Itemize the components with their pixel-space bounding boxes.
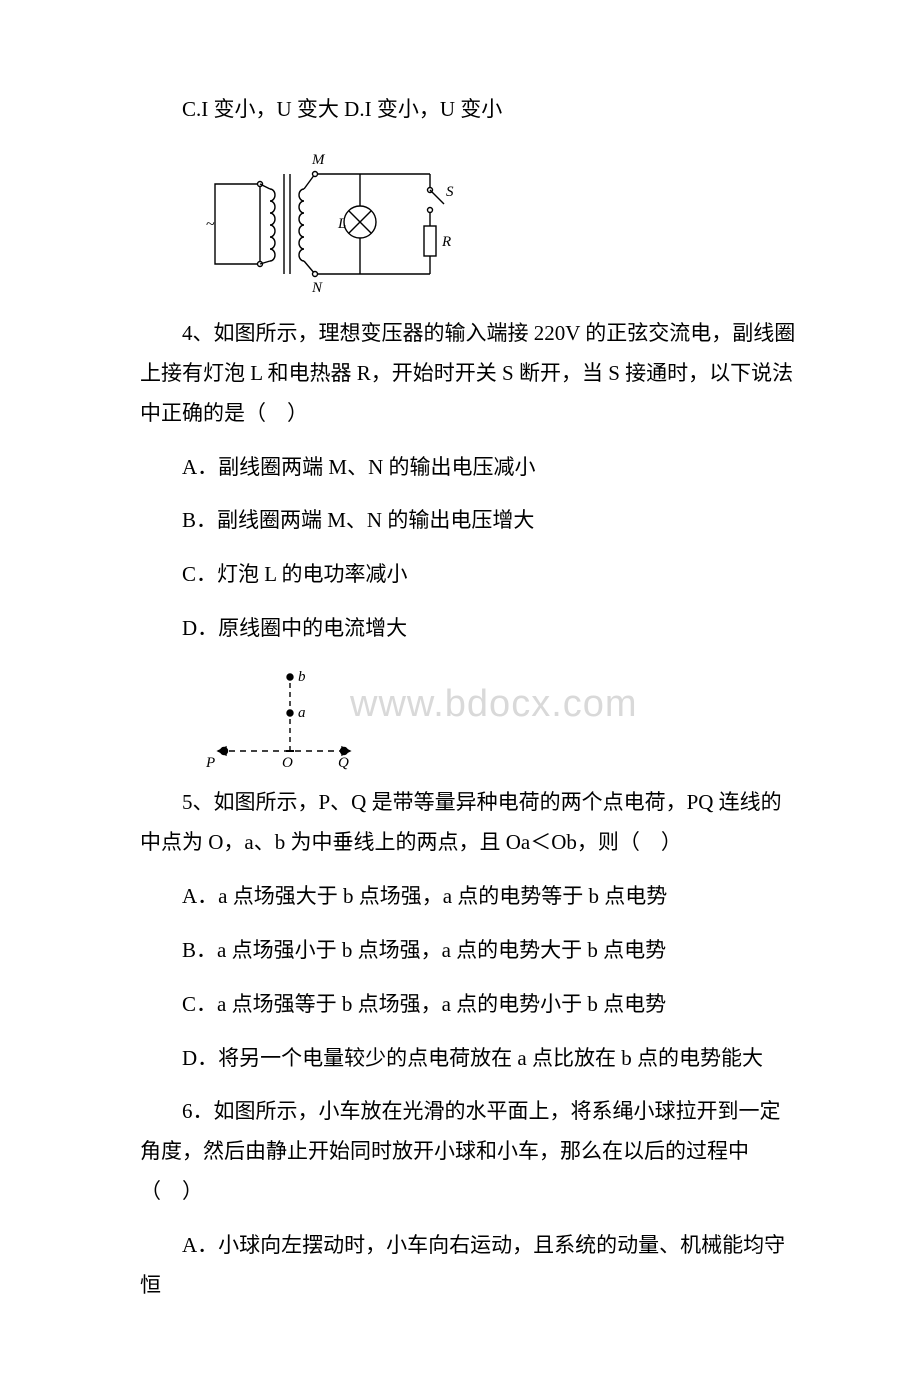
- figure-transformer: ~: [200, 144, 800, 304]
- q5-opt-a: A．a 点场强大于 b 点场强，a 点的电势等于 b 点电势: [140, 877, 800, 917]
- q4-opt-c: C．灯泡 L 的电功率减小: [140, 555, 800, 595]
- q6-stem: 6．如图所示，小车放在光滑的水平面上，将系绳小球拉开到一定角度，然后由静止开始同…: [140, 1092, 800, 1212]
- label-o: O: [282, 755, 293, 771]
- label-n: N: [311, 280, 323, 296]
- q6-opt-a: A．小球向左摆动时，小车向右运动，且系统的动量、机械能均守恒: [140, 1226, 800, 1306]
- q4-stem: 4、如图所示，理想变压器的输入端接 220V 的正弦交流电，副线圈上接有灯泡 L…: [140, 314, 800, 434]
- q4-opt-d: D．原线圈中的电流增大: [140, 609, 800, 649]
- label-s: S: [446, 184, 454, 200]
- q3-option-cd: C.I 变小，U 变大 D.I 变小，U 变小: [140, 90, 800, 130]
- q4-opt-a: A．副线圈两端 M、N 的输出电压减小: [140, 448, 800, 488]
- label-l: L: [337, 216, 346, 232]
- figure-charges: www.bdocx.com: [200, 663, 800, 773]
- charges-svg: P Q O a b: [200, 663, 420, 773]
- label-q: Q: [338, 755, 349, 771]
- q5-opt-d: D．将另一个电量较少的点电荷放在 a 点比放在 b 点的电势能大: [140, 1039, 800, 1079]
- transformer-svg: ~: [200, 144, 460, 304]
- q5-stem: 5、如图所示，P、Q 是带等量异种电荷的两个点电荷，PQ 连线的中点为 O，a、…: [140, 783, 800, 863]
- q5-opt-c: C．a 点场强等于 b 点场强，a 点的电势小于 b 点电势: [140, 985, 800, 1025]
- label-a: a: [298, 705, 306, 721]
- label-m: M: [311, 152, 326, 168]
- label-r: R: [441, 234, 451, 250]
- label-p: P: [205, 755, 215, 771]
- q4-opt-b: B．副线圈两端 M、N 的输出电压增大: [140, 501, 800, 541]
- q5-opt-b: B．a 点场强小于 b 点场强，a 点的电势大于 b 点电势: [140, 931, 800, 971]
- label-b: b: [298, 669, 306, 685]
- svg-text:~: ~: [206, 216, 215, 233]
